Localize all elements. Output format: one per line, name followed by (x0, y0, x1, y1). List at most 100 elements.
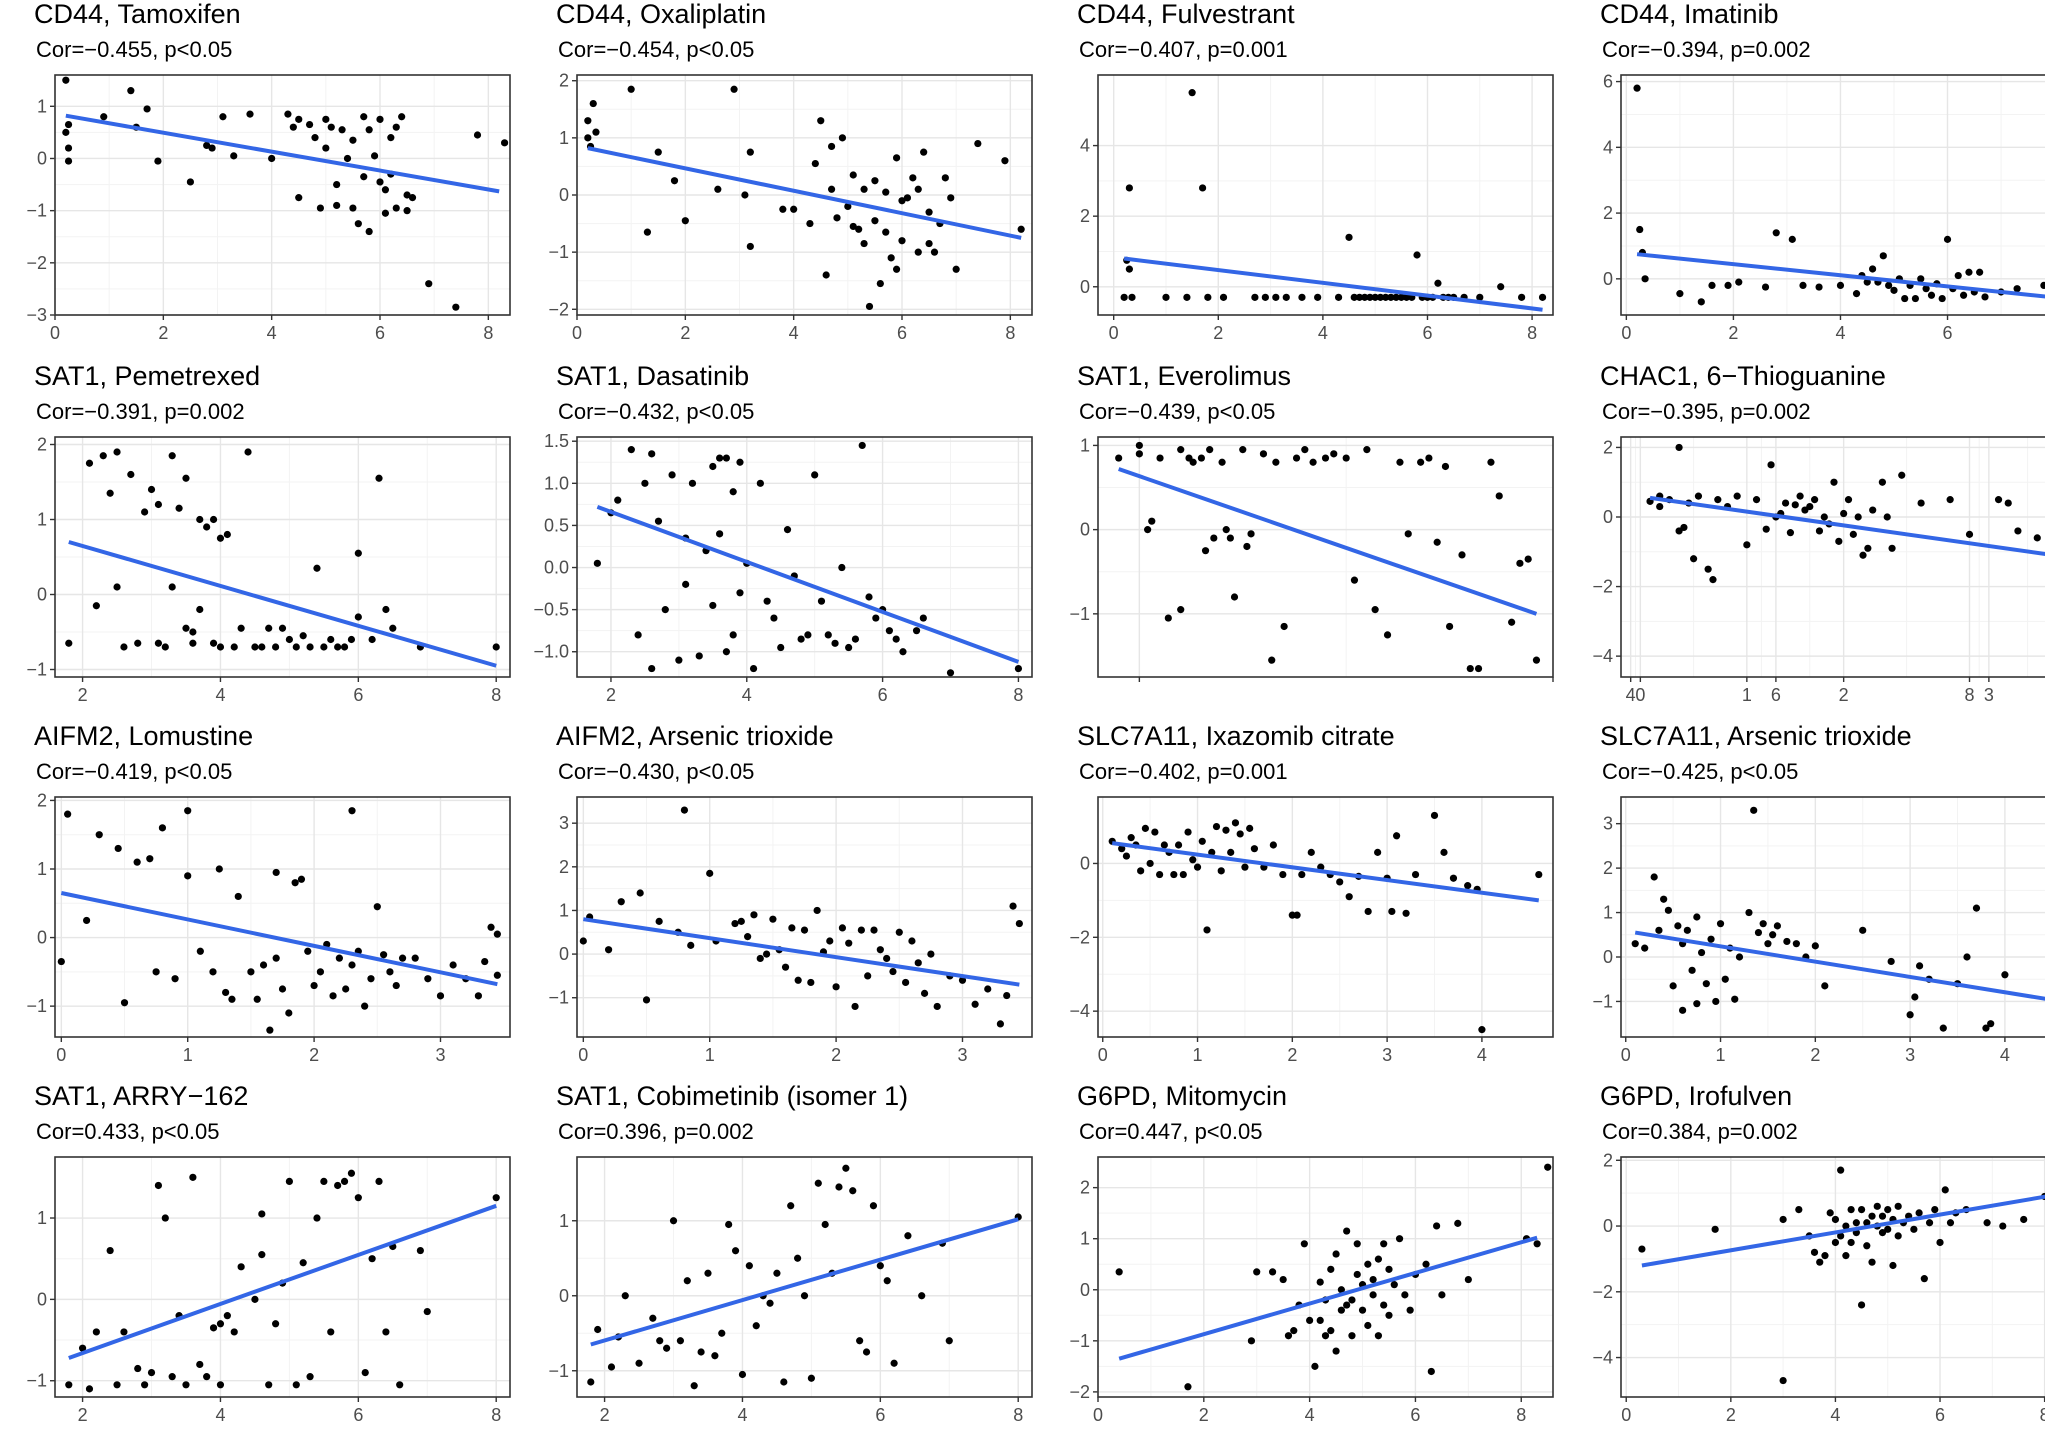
scatter-plot: SAT1, Pemetrexed Cor=−0.391, p=0.002 −1 0 1 2… (26, 362, 511, 705)
data-point (813, 906, 821, 915)
data-point (1669, 982, 1677, 990)
correlation-label: Cor=−0.454, p<0.05 (558, 37, 754, 62)
data-point (1316, 1316, 1324, 1325)
data-point (1198, 184, 1207, 192)
data-point (340, 1177, 349, 1186)
data-point (722, 454, 731, 462)
data-point (1183, 293, 1191, 301)
x-tick-label: 4 (2000, 1045, 2010, 1065)
y-tick-label: 1 (559, 900, 569, 920)
data-point (1411, 870, 1420, 879)
data-point (1724, 281, 1732, 290)
x-tick-label: 6 (875, 1405, 885, 1425)
data-point (1369, 1291, 1377, 1299)
data-point (175, 504, 183, 512)
data-point (1476, 293, 1484, 301)
data-point (1965, 530, 1974, 538)
data-point (1487, 458, 1495, 466)
data-point (838, 924, 847, 932)
x-tick-label: 6 (878, 685, 888, 705)
data-point (579, 937, 587, 945)
y-tick-label: 0.5 (544, 515, 569, 535)
data-point (95, 831, 103, 839)
data-point (360, 173, 368, 181)
data-point (855, 225, 863, 233)
data-point (1868, 265, 1877, 273)
x-tick-label: 8 (1516, 1405, 1526, 1425)
data-point (592, 128, 600, 136)
y-tick-label: 1 (37, 859, 47, 879)
data-point (186, 178, 195, 186)
data-point (182, 624, 190, 632)
data-point (382, 605, 390, 614)
data-point (1292, 454, 1301, 462)
data-point (1889, 1261, 1897, 1270)
data-point (845, 643, 853, 652)
data-point (870, 926, 878, 934)
data-point (909, 174, 917, 182)
data-point (895, 928, 903, 936)
data-point (1733, 492, 1741, 500)
data-point (365, 126, 373, 134)
data-point (849, 171, 857, 179)
data-point (1535, 870, 1543, 879)
data-point (1795, 1206, 1803, 1214)
data-point (1631, 940, 1639, 948)
data-point (154, 639, 163, 647)
x-tick-label: 1 (1742, 685, 1752, 705)
chart-title: SLC7A11, Arsenic trioxide (1600, 722, 1912, 751)
plot-frame (1620, 796, 2045, 1038)
data-point (1745, 908, 1753, 917)
data-point (1538, 293, 1547, 301)
x-tick-label: 4 (1835, 323, 1845, 343)
data-point (1697, 298, 1705, 306)
data-point (1188, 89, 1196, 97)
data-point (141, 508, 149, 516)
data-point (1280, 622, 1288, 631)
data-point (770, 614, 778, 622)
y-tick-label: 0 (1603, 507, 1613, 527)
chart-title: CD44, Tamoxifen (34, 0, 241, 29)
data-point (1369, 1275, 1377, 1284)
data-point (1963, 953, 1971, 961)
data-point (621, 1292, 629, 1300)
data-point (1135, 450, 1143, 458)
data-point (869, 1202, 878, 1210)
data-point (933, 1002, 941, 1011)
data-point (777, 643, 785, 652)
data-point (1844, 496, 1853, 504)
data-point (1348, 1332, 1356, 1340)
data-point (1388, 907, 1396, 916)
plot-area (55, 75, 510, 315)
data-point (208, 144, 216, 152)
data-point (1390, 1281, 1398, 1289)
data-point (1965, 268, 1973, 276)
scatter-panel: G6PD, Irofulven Cor=0.384, p=0.002 −4 −2 0 2 0… (1576, 1082, 2045, 1430)
scatter-plot: CHAC1, 6−Thioguanine Cor=−0.395, p=0.002 −… (1592, 362, 2045, 705)
data-point (838, 563, 846, 572)
data-point (1786, 529, 1795, 537)
data-point (1815, 527, 1824, 535)
data-point (1761, 283, 1770, 291)
data-point (1911, 294, 1920, 303)
x-tick-label: 0 (1098, 1045, 1108, 1065)
data-point (382, 1328, 390, 1336)
regression-line (68, 540, 497, 668)
data-point (381, 209, 390, 217)
data-point (1345, 893, 1353, 901)
data-point (278, 624, 287, 632)
data-point (648, 664, 656, 673)
y-tick-label: 2 (1080, 206, 1090, 226)
data-point (1806, 502, 1814, 511)
data-point (360, 113, 368, 121)
data-point (2040, 281, 2045, 290)
data-point (1162, 293, 1170, 301)
data-point (365, 227, 373, 236)
plot-frame (54, 436, 511, 678)
data-point (865, 593, 873, 601)
data-point (1239, 446, 1247, 454)
x-tick-label: 6 (1410, 1405, 1420, 1425)
correlation-label: Cor=0.384, p=0.002 (1602, 1119, 1798, 1144)
x-tick-label: 4 (1305, 1405, 1315, 1425)
y-tick-label: 6 (1603, 72, 1613, 92)
